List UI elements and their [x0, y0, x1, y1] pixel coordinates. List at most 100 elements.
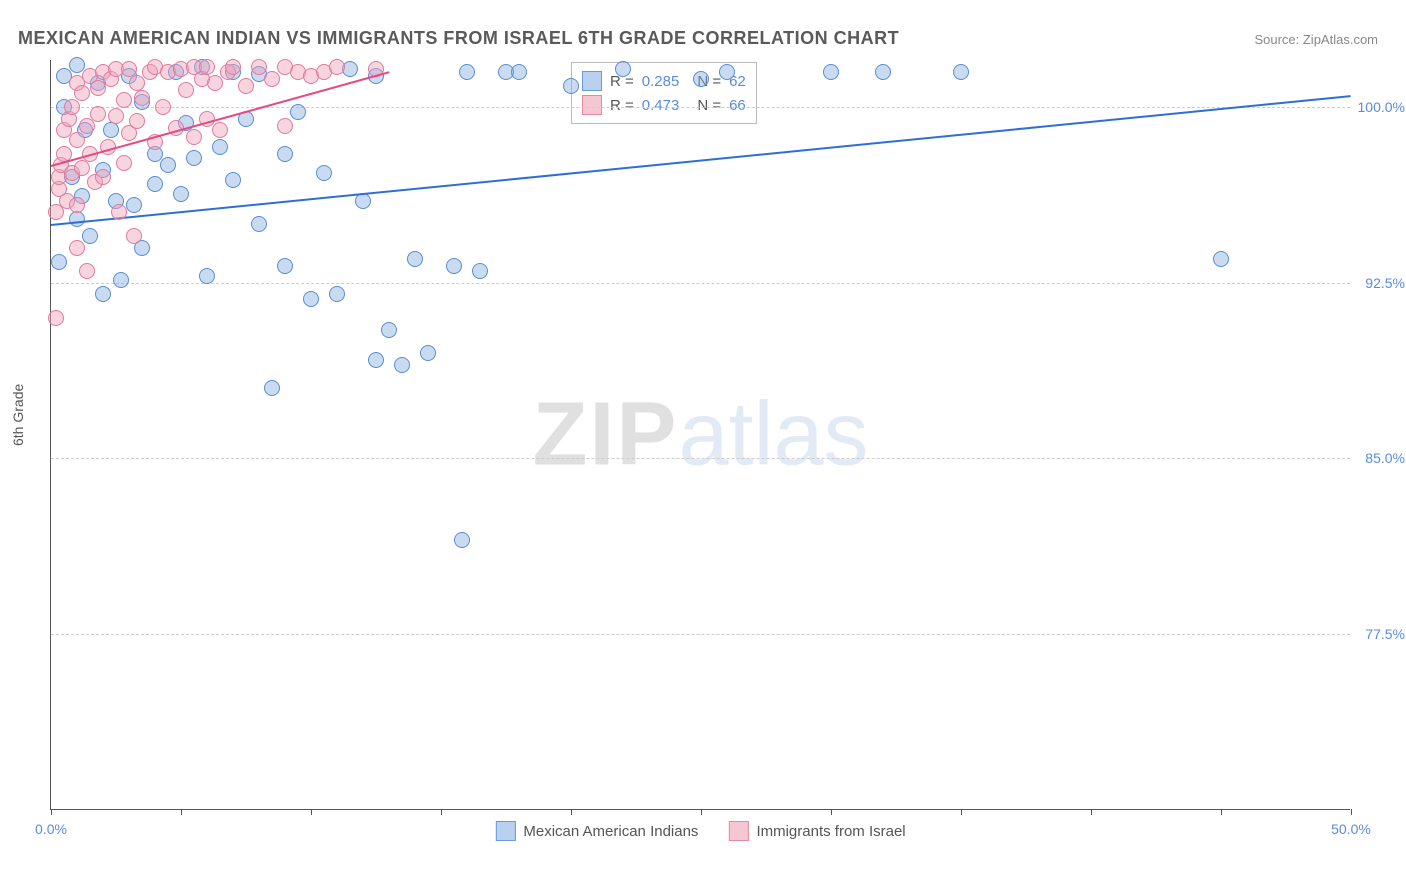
- data-point: [563, 78, 579, 94]
- data-point: [178, 82, 194, 98]
- x-tick: [571, 809, 572, 815]
- data-point: [251, 216, 267, 232]
- y-axis-title: 6th Grade: [10, 384, 26, 446]
- source-label: Source: ZipAtlas.com: [1254, 32, 1378, 47]
- data-point: [823, 64, 839, 80]
- data-point: [953, 64, 969, 80]
- data-point: [74, 160, 90, 176]
- data-point: [113, 272, 129, 288]
- data-point: [615, 61, 631, 77]
- data-point: [277, 146, 293, 162]
- gridline: [51, 634, 1350, 635]
- data-point: [420, 345, 436, 361]
- legend-swatch: [582, 71, 602, 91]
- x-tick-label: 0.0%: [35, 821, 67, 837]
- data-point: [126, 228, 142, 244]
- data-point: [82, 228, 98, 244]
- plot-area: ZIPatlas R =0.285N =62R =0.473N =66 Mexi…: [50, 60, 1350, 810]
- watermark-part1: ZIP: [532, 384, 678, 484]
- data-point: [69, 211, 85, 227]
- data-point: [225, 59, 241, 75]
- watermark: ZIPatlas: [532, 383, 868, 486]
- data-point: [48, 310, 64, 326]
- data-point: [329, 59, 345, 75]
- data-point: [116, 92, 132, 108]
- data-point: [51, 254, 67, 270]
- x-tick-label: 50.0%: [1331, 821, 1371, 837]
- data-point: [316, 165, 332, 181]
- data-point: [277, 118, 293, 134]
- x-tick: [181, 809, 182, 815]
- gridline: [51, 107, 1350, 108]
- data-point: [238, 78, 254, 94]
- data-point: [79, 263, 95, 279]
- data-point: [719, 64, 735, 80]
- data-point: [459, 64, 475, 80]
- x-tick: [701, 809, 702, 815]
- legend-stats-row: R =0.473N =66: [582, 93, 746, 117]
- data-point: [454, 532, 470, 548]
- data-point: [394, 357, 410, 373]
- data-point: [111, 204, 127, 220]
- legend-item: Mexican American Indians: [495, 821, 698, 841]
- legend-item: Immigrants from Israel: [728, 821, 905, 841]
- data-point: [207, 75, 223, 91]
- data-point: [126, 197, 142, 213]
- legend-swatch: [495, 821, 515, 841]
- x-tick: [1221, 809, 1222, 815]
- legend-swatch: [582, 95, 602, 115]
- legend-label: Immigrants from Israel: [756, 823, 905, 840]
- data-point: [186, 129, 202, 145]
- chart-title: MEXICAN AMERICAN INDIAN VS IMMIGRANTS FR…: [18, 28, 899, 49]
- y-tick-label: 100.0%: [1355, 99, 1405, 115]
- n-label: N =: [697, 97, 721, 114]
- data-point: [199, 268, 215, 284]
- data-point: [74, 85, 90, 101]
- data-point: [116, 155, 132, 171]
- data-point: [368, 352, 384, 368]
- data-point: [407, 251, 423, 267]
- data-point: [147, 176, 163, 192]
- x-tick: [51, 809, 52, 815]
- data-point: [95, 286, 111, 302]
- data-point: [264, 71, 280, 87]
- data-point: [303, 291, 319, 307]
- gridline: [51, 458, 1350, 459]
- data-point: [381, 322, 397, 338]
- data-point: [693, 71, 709, 87]
- x-tick: [831, 809, 832, 815]
- data-point: [69, 240, 85, 256]
- data-point: [134, 90, 150, 106]
- r-label: R =: [610, 97, 634, 114]
- legend-swatch: [728, 821, 748, 841]
- watermark-part2: atlas: [678, 384, 868, 484]
- data-point: [1213, 251, 1229, 267]
- data-point: [69, 132, 85, 148]
- x-tick: [1351, 809, 1352, 815]
- data-point: [69, 57, 85, 73]
- data-point: [446, 258, 462, 274]
- data-point: [264, 380, 280, 396]
- data-point: [251, 59, 267, 75]
- data-point: [290, 104, 306, 120]
- data-point: [277, 258, 293, 274]
- legend-series: Mexican American Indians Immigrants from …: [495, 821, 905, 841]
- data-point: [511, 64, 527, 80]
- data-point: [173, 186, 189, 202]
- data-point: [129, 113, 145, 129]
- gridline: [51, 283, 1350, 284]
- data-point: [108, 108, 124, 124]
- data-point: [64, 99, 80, 115]
- data-point: [212, 122, 228, 138]
- data-point: [90, 106, 106, 122]
- data-point: [875, 64, 891, 80]
- data-point: [155, 99, 171, 115]
- n-value: 66: [729, 97, 746, 114]
- x-tick: [1091, 809, 1092, 815]
- data-point: [160, 157, 176, 173]
- x-tick: [441, 809, 442, 815]
- data-point: [103, 122, 119, 138]
- legend-label: Mexican American Indians: [523, 823, 698, 840]
- y-tick-label: 77.5%: [1355, 626, 1405, 642]
- data-point: [69, 197, 85, 213]
